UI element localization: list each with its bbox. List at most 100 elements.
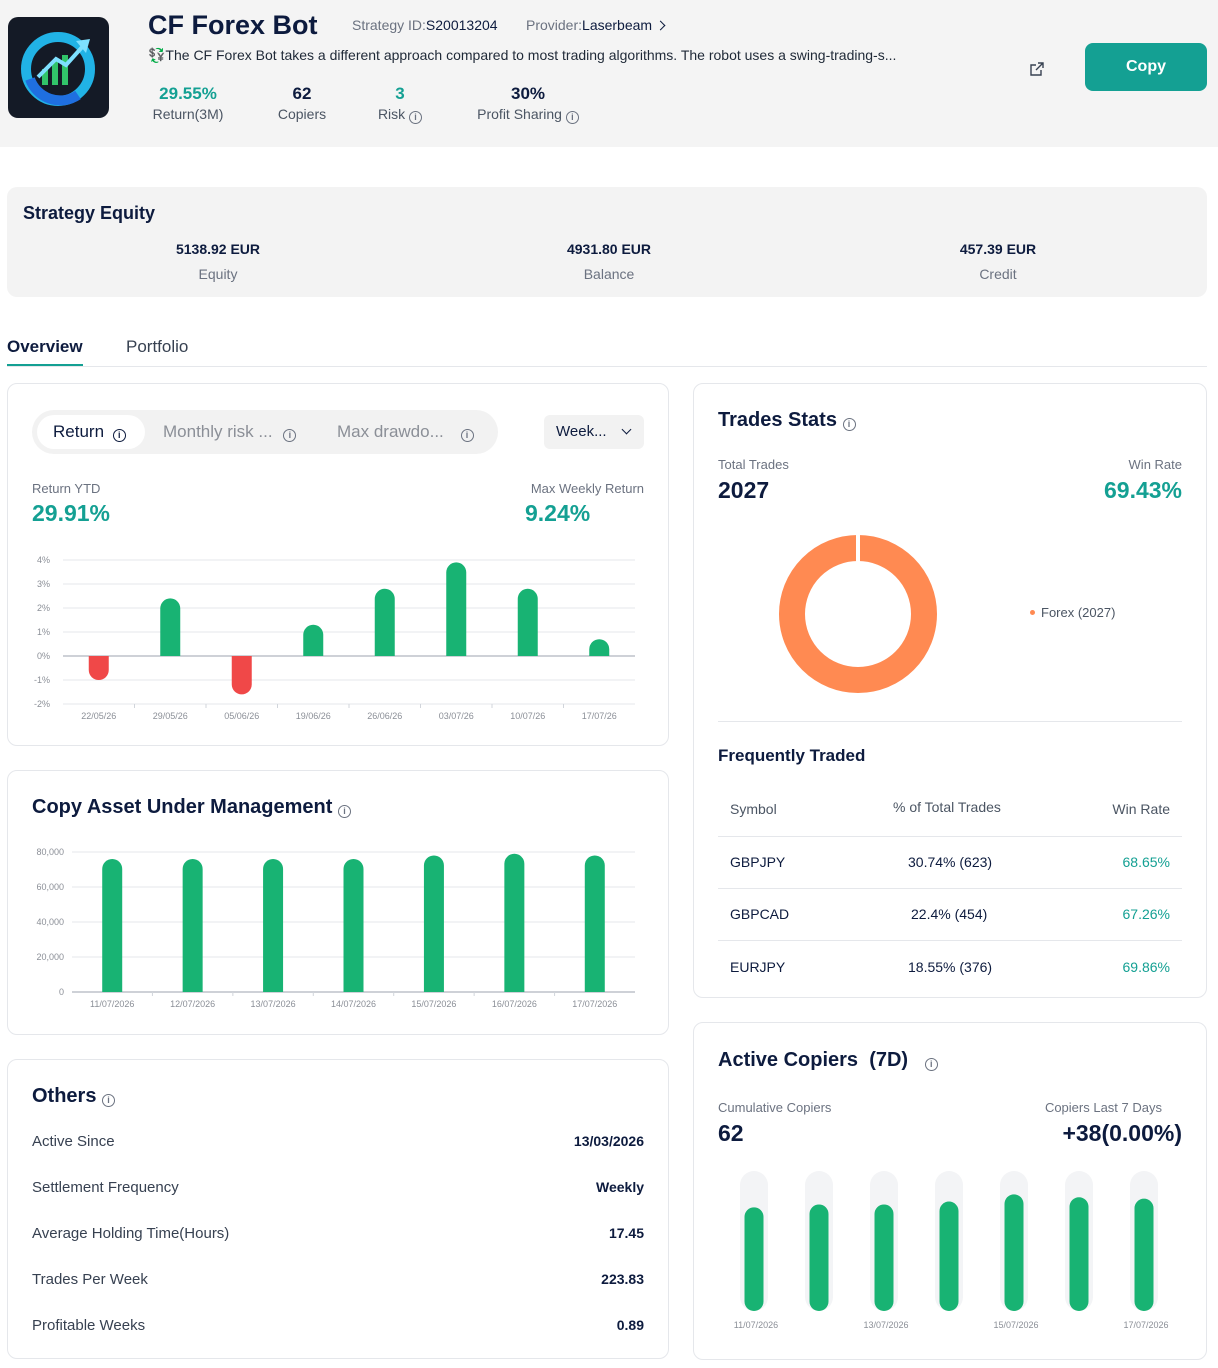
cumulative-copiers-label: Cumulative Copiers <box>718 1100 832 1115</box>
strategy-equity-title: Strategy Equity <box>23 203 156 223</box>
row-symbol: GBPCAD <box>730 906 790 922</box>
y-tick-label: 40,000 <box>36 917 64 927</box>
y-tick-label: 20,000 <box>36 952 64 962</box>
aum-title-row: Copy Asset Under Management i <box>32 796 351 819</box>
strategy-description: 💱The CF Forex Bot takes a different appr… <box>148 47 897 63</box>
stat-profit-sharing-value: 30% <box>510 84 546 103</box>
bar <box>874 1204 894 1311</box>
divider <box>718 721 1182 722</box>
segment-monthly-risk-label: Monthly risk ... <box>163 422 273 441</box>
column-symbol: Symbol <box>730 801 777 817</box>
aum-chart: 80,000 60,000 40,000 20,000 0 11/07/2026 12/07… <box>36 847 635 1009</box>
tab-portfolio[interactable]: Portfolio <box>126 337 189 356</box>
x-tick-label: 11/07/2026 <box>90 999 134 1009</box>
segment-monthly-risk[interactable]: Monthly risk ... i <box>147 415 307 449</box>
credit-value: 457.39 EUR <box>959 241 1037 257</box>
x-tick-label: 17/07/2026 <box>1123 1320 1168 1330</box>
y-tick-label: -2% <box>34 699 50 709</box>
provider-link[interactable]: Provider:Laserbeam <box>526 17 666 33</box>
bar <box>343 859 364 992</box>
total-trades-label: Total Trades <box>718 457 789 472</box>
row-pct: 22.4% (454) <box>911 906 988 922</box>
active-copiers-title-row: Active Copiers (7D) i <box>718 1049 938 1072</box>
table-row[interactable]: GBPJPY 30.74% (623) 68.65% <box>718 836 1182 888</box>
provider-name: Laserbeam <box>582 17 653 33</box>
stat-risk-label-row: Risk i <box>372 106 428 124</box>
bar <box>1134 1198 1154 1311</box>
chevron-down-icon <box>621 424 632 435</box>
y-tick-label: -1% <box>34 675 50 685</box>
bar <box>517 588 538 656</box>
active-copiers-period: (7D) <box>869 1049 909 1071</box>
tab-overview[interactable]: Overview <box>7 337 83 366</box>
tab-bar: Overview Portfolio <box>7 330 1207 367</box>
external-link-icon[interactable] <box>1030 62 1044 76</box>
win-rate-value: 69.43% <box>1103 477 1182 503</box>
max-weekly-return-value: 9.24% <box>525 500 591 526</box>
max-weekly-return-label: Max Weekly Return <box>530 481 644 496</box>
bar <box>182 859 203 992</box>
info-icon[interactable]: i <box>842 418 856 431</box>
segment-max-drawdown[interactable]: Max drawdo... i <box>321 415 491 449</box>
table-row[interactable]: GBPCAD 22.4% (454) 67.26% <box>718 888 1182 940</box>
x-tick-label: 11/07/2026 <box>734 1320 778 1330</box>
return-ytd-label: Return YTD <box>32 481 101 496</box>
stat-risk-value: 3 <box>395 84 405 103</box>
credit-item: 457.39 EUR Credit <box>898 241 1098 282</box>
table-row[interactable]: EURJPY 18.55% (376) 69.86% <box>718 940 1182 992</box>
bar <box>1004 1194 1024 1311</box>
y-tick-label: 4% <box>37 555 50 565</box>
x-tick-label: 29/05/26 <box>153 711 188 721</box>
stat-return: 29.55% Return(3M) <box>148 84 228 122</box>
copy-button[interactable]: Copy <box>1085 43 1207 91</box>
row-pct: 18.55% (376) <box>908 959 993 975</box>
bar <box>374 588 395 656</box>
trades-stats-card: Trades Stats i Total Trades 2027 Win Rat… <box>693 383 1207 998</box>
donut-legend-forex[interactable]: Forex (2027) <box>1030 605 1115 620</box>
info-icon[interactable]: i <box>565 111 579 124</box>
y-tick-label: 0 <box>59 987 64 997</box>
period-dropdown-value: Week... <box>556 423 607 440</box>
x-tick-label: 05/06/26 <box>224 711 259 721</box>
x-tick-label: 19/06/26 <box>296 711 331 721</box>
bar <box>584 855 605 992</box>
others-row-trades-per-week: Trades Per Week 223.83 <box>32 1271 644 1288</box>
credit-label: Credit <box>979 266 1017 282</box>
column-pct-total: % of Total Trades <box>893 799 1001 815</box>
y-tick-label: 1% <box>37 627 50 637</box>
others-title: Others <box>32 1085 97 1107</box>
chevron-right-icon <box>655 20 666 31</box>
bar <box>263 859 284 992</box>
info-icon[interactable]: i <box>102 1094 116 1107</box>
balance-label: Balance <box>583 266 635 282</box>
info-icon[interactable]: i <box>409 111 423 124</box>
info-icon[interactable]: i <box>924 1058 938 1071</box>
cumulative-copiers-value: 62 <box>718 1120 744 1146</box>
stat-copiers: 62 Copiers <box>272 84 332 122</box>
x-tick-label: 17/07/2026 <box>572 999 617 1009</box>
trades-stats-title: Trades Stats <box>718 409 837 431</box>
copiers-last-7d-label: Copiers Last 7 Days <box>1044 1100 1162 1115</box>
donut-slice-forex[interactable] <box>779 535 937 693</box>
return-card: Return i Monthly risk ... i Max drawdo..… <box>7 383 669 746</box>
row-win-rate: 67.26% <box>1122 906 1170 922</box>
others-row-value: 13/03/2026 <box>573 1133 644 1149</box>
segment-return[interactable]: Return i <box>37 415 145 449</box>
x-tick-label: 26/06/26 <box>367 711 402 721</box>
return-ytd-value: 29.91% <box>32 500 111 526</box>
x-tick-label: 22/05/26 <box>81 711 116 721</box>
row-win-rate: 69.86% <box>1122 959 1170 975</box>
active-copiers-title: Active Copiers <box>718 1049 859 1071</box>
period-dropdown[interactable]: Week... <box>544 415 644 449</box>
bar <box>160 598 181 656</box>
x-tick-label: 10/07/26 <box>510 711 545 721</box>
info-icon[interactable]: i <box>283 429 297 442</box>
row-win-rate: 68.65% <box>1122 854 1170 870</box>
stat-return-value: 29.55% <box>159 84 217 103</box>
y-tick-label: 3% <box>37 579 50 589</box>
win-rate-label: Win Rate <box>1128 457 1182 472</box>
others-row-label: Settlement Frequency <box>32 1179 179 1196</box>
info-icon[interactable]: i <box>112 429 126 442</box>
info-icon[interactable]: i <box>338 805 351 818</box>
info-icon[interactable]: i <box>460 429 474 442</box>
